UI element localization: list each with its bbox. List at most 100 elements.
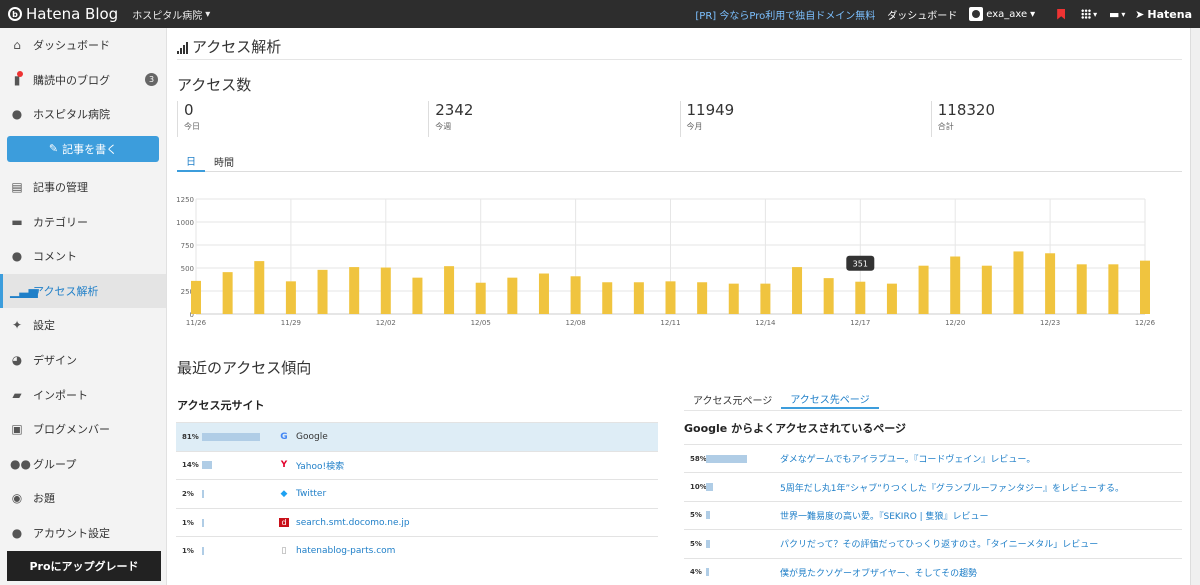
sidebar-item-dashboard[interactable]: ⌂ ダッシュボード <box>0 28 166 63</box>
source-bar <box>202 432 278 442</box>
chart-bar[interactable] <box>222 272 233 314</box>
chart-bar[interactable] <box>886 283 897 314</box>
caret-down-icon: ▾ <box>1093 9 1098 19</box>
source-bar-fill <box>202 518 204 527</box>
page-scrollbar[interactable] <box>1190 28 1200 585</box>
source-name[interactable]: Yahoo!検索 <box>296 461 345 472</box>
chart-bar[interactable] <box>1013 251 1024 314</box>
table-row[interactable]: 5% 世界一難易度の高い愛。『SEKIRO | 隻狼』レビュー <box>684 500 1182 529</box>
chart-bar[interactable] <box>602 282 613 314</box>
dashboard-link[interactable]: ダッシュボード <box>887 10 958 22</box>
chart-bar[interactable] <box>538 273 549 314</box>
chart-bar[interactable] <box>665 281 676 314</box>
chart-bar[interactable] <box>570 276 581 314</box>
chart-bar[interactable] <box>317 269 328 314</box>
dest-title[interactable]: 世界一難易度の高い愛。『SEKIRO | 隻狼』レビュー <box>780 511 989 522</box>
dest-title[interactable]: 5周年だし丸1年”シャブ”りつくした『グランブルーファンタジー』をレビューする。 <box>780 483 1125 494</box>
chart-bar[interactable] <box>1045 253 1056 314</box>
hatena-label: Hatena <box>1147 7 1192 21</box>
pro-promo-link[interactable]: [PR] 今ならPro利用で独自ドメイン無料 <box>695 10 876 22</box>
sidebar-item-members[interactable]: ▣ ブログメンバー <box>0 412 166 447</box>
blog-selector[interactable]: ホスピタル病院 ▾ <box>132 7 210 22</box>
chart-bar[interactable] <box>950 256 961 315</box>
chart-bar[interactable] <box>792 267 803 314</box>
chart-bar[interactable] <box>633 282 644 314</box>
hatena-blog-logo[interactable]: b Hatena Blog <box>8 5 118 23</box>
chart-bar[interactable] <box>349 267 360 314</box>
source-bar-fill <box>202 547 204 556</box>
chart-bar[interactable] <box>823 278 834 314</box>
dest-title[interactable]: ダメなゲームでもアイラブユー。『コードヴェイン』レビュー。 <box>780 455 1036 466</box>
source-name[interactable]: Google <box>296 431 328 442</box>
stat-total: 118320 合計 <box>930 101 1182 137</box>
source-name[interactable]: search.smt.docomo.ne.jp <box>296 517 410 528</box>
chart-bar[interactable] <box>412 277 423 314</box>
sidebar-item-design[interactable]: ◕ デザイン <box>0 343 166 378</box>
chart-bar[interactable] <box>728 283 739 314</box>
dest-bar-fill <box>706 483 713 492</box>
sidebar-item-label: インポート <box>33 388 88 402</box>
tab-day[interactable]: 日 <box>177 151 205 172</box>
sidebar-item-label: カテゴリー <box>33 215 88 229</box>
table-row[interactable]: 5% パクリだって？その評価だってひっくり返すのさ。「タイニーメタル」レビュー <box>684 529 1182 557</box>
source-name[interactable]: Twitter <box>296 488 327 499</box>
dest-title[interactable]: 僕が見たクソゲーオブザイヤー、そしてその趨勢 <box>780 568 978 579</box>
y-tick-label: 750 <box>181 242 194 250</box>
bookmark-icon <box>1057 8 1066 20</box>
sidebar-item-groups[interactable]: ●● グループ <box>0 447 166 482</box>
table-row[interactable]: 14% Y Yahoo!検索 <box>176 450 658 480</box>
chart-bar[interactable] <box>760 283 771 314</box>
chart-bar[interactable] <box>918 265 929 314</box>
access-stats: 0 今日 2342 今週 11949 今月 118320 合計 <box>177 101 1182 137</box>
sidebar-item-account[interactable]: ● アカウント設定 <box>0 516 166 551</box>
pro-upgrade-button[interactable]: Proにアップグレード <box>7 551 161 581</box>
sidebar-item-blog[interactable]: ● ホスピタル病院 <box>0 97 166 132</box>
chart-bar[interactable] <box>475 282 486 314</box>
chart-bar[interactable] <box>254 261 265 314</box>
chart-bar[interactable] <box>507 277 518 314</box>
sidebar-item-import[interactable]: ▰ インポート <box>0 377 166 412</box>
sidebar-item-articles[interactable]: ▤ 記事の管理 <box>0 170 166 205</box>
dest-bar <box>706 510 780 520</box>
chart-bar[interactable] <box>444 266 455 314</box>
user-menu[interactable]: exa_axe ▾ <box>969 7 1035 21</box>
tab-destination-pages[interactable]: アクセス先ページ <box>781 390 879 409</box>
table-row[interactable]: 2% ◆ Twitter <box>176 479 658 508</box>
chart-bar[interactable] <box>981 265 992 314</box>
table-row[interactable]: 1% d search.smt.docomo.ne.jp <box>176 507 658 537</box>
dest-pct: 10% <box>690 483 707 492</box>
chart-bar[interactable] <box>285 281 296 314</box>
tab-hour[interactable]: 時間 <box>214 158 234 169</box>
table-row[interactable]: 81% G Google <box>176 422 658 451</box>
source-bar-fill <box>202 461 213 470</box>
sidebar-item-categories[interactable]: ▬ カテゴリー <box>0 204 166 239</box>
source-name[interactable]: hatenablog-parts.com <box>296 546 396 557</box>
source-bar <box>202 489 278 499</box>
table-row[interactable]: 1% ▯ hatenablog-parts.com <box>176 536 658 565</box>
table-row[interactable]: 58% ダメなゲームでもアイラブユー。『コードヴェイン』レビュー。 <box>684 444 1182 472</box>
table-row[interactable]: 10% 5周年だし丸1年”シャブ”りつくした『グランブルーファンタジー』をレビュ… <box>684 472 1182 500</box>
chart-bar[interactable] <box>191 280 201 314</box>
sidebar-item-analytics[interactable]: ▁▃▅ アクセス解析 <box>0 273 166 309</box>
chart-bar[interactable] <box>380 267 391 314</box>
sidebar-item-comments[interactable]: ● コメント <box>0 239 166 274</box>
sidebar-item-subscriptions[interactable]: ▮ 購読中のブログ 3 <box>0 63 166 98</box>
x-tick-label: 12/23 <box>1040 319 1060 327</box>
chart-bar[interactable] <box>1108 264 1119 314</box>
group-icon: ●● <box>10 456 31 471</box>
chart-bar[interactable] <box>1076 264 1087 314</box>
chart-bar[interactable] <box>1140 260 1150 314</box>
write-article-button[interactable]: ✎ 記事を書く <box>7 135 159 162</box>
sidebar-item-label: コメント <box>33 250 77 264</box>
sidebar-item-topics[interactable]: ◉ お題 <box>0 481 166 516</box>
sidebar-item-settings[interactable]: ✦ 設定 <box>0 308 166 343</box>
chart-bar[interactable] <box>697 282 708 314</box>
hatena-link[interactable]: ➤ Hatena <box>1135 8 1192 21</box>
services-menu-button[interactable]: ▾ <box>1075 0 1103 28</box>
notifications-menu-button[interactable]: ▬ ▾ <box>1103 0 1131 28</box>
chart-bar[interactable] <box>855 281 866 314</box>
table-row[interactable]: 4% 僕が見たクソゲーオブザイヤー、そしてその趨勢 <box>684 557 1182 585</box>
tab-source-pages[interactable]: アクセス元ページ <box>693 396 773 407</box>
bookmark-notification-button[interactable] <box>1047 0 1075 28</box>
dest-title[interactable]: パクリだって？その評価だってひっくり返すのさ。「タイニーメタル」レビュー <box>780 540 1099 551</box>
